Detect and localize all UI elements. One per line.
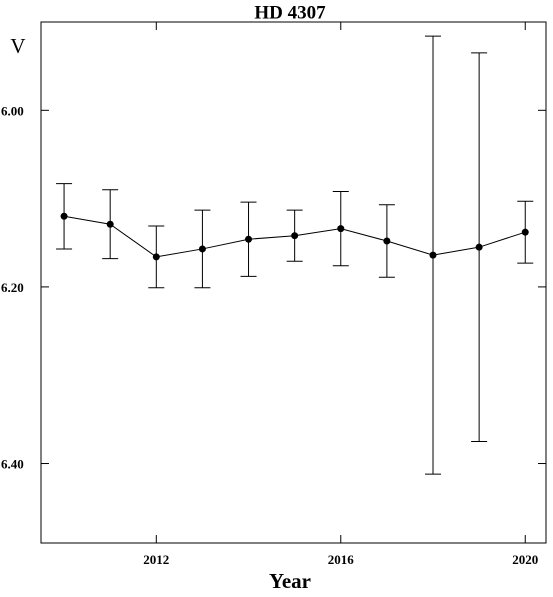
data-point [521,228,529,236]
y-tick-label: 6.20 [1,280,24,295]
y-tick-label: 6.40 [1,457,24,472]
x-axis-label: Year [269,569,311,593]
x-tick-label: 2012 [143,552,169,567]
data-point [198,245,206,253]
data-point [429,251,437,259]
data-point [383,237,391,245]
x-tick-label: 2016 [328,552,355,567]
data-point [60,212,68,220]
data-point [291,232,299,240]
plot-frame [40,21,547,544]
y-axis-label: V [10,34,25,58]
data-point [475,243,483,251]
data-point [245,235,253,243]
x-tick-label: 2020 [512,552,538,567]
data-point [152,253,160,261]
y-tick-label: 6.00 [1,103,24,118]
data-point [337,225,345,233]
data-point [106,220,114,228]
chart-title: HD 4307 [254,2,326,23]
